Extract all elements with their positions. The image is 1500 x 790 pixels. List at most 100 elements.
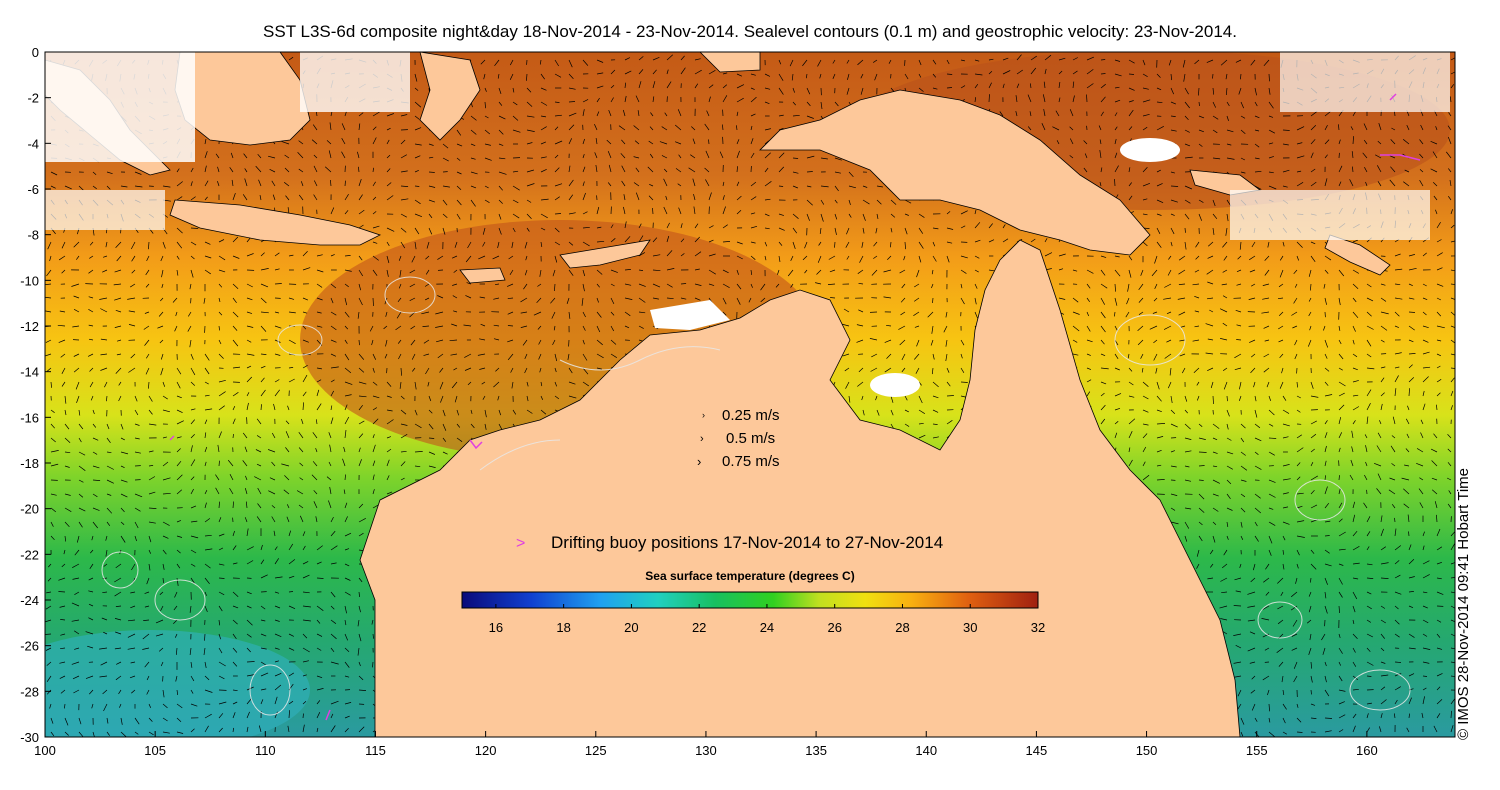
buoy-tracks [169, 93, 1421, 721]
velocity-arrow [1379, 420, 1382, 425]
velocity-arrow [218, 405, 225, 411]
velocity-arrow [64, 535, 67, 542]
velocity-arrow [1184, 521, 1190, 529]
velocity-arrow [568, 269, 574, 276]
velocity-arrow [932, 436, 939, 439]
velocity-arrow [884, 339, 892, 343]
velocity-arrow [623, 194, 626, 201]
velocity-arrow [190, 227, 199, 229]
velocity-arrow [386, 436, 392, 439]
velocity-arrow [232, 366, 241, 369]
velocity-arrow [330, 311, 337, 316]
velocity-arrow [704, 167, 710, 173]
velocity-arrow [1210, 563, 1214, 568]
velocity-arrow [204, 518, 211, 523]
velocity-arrow [904, 409, 909, 413]
velocity-arrow [610, 69, 616, 75]
velocity-arrow [1431, 477, 1438, 481]
velocity-arrow [64, 185, 72, 190]
velocity-arrow [848, 185, 856, 189]
velocity-arrow [312, 432, 318, 439]
velocity-arrow [288, 672, 294, 677]
velocity-arrow [694, 297, 701, 301]
velocity-arrow [1448, 490, 1452, 495]
velocity-arrow [1247, 619, 1256, 622]
velocity-arrow [386, 381, 392, 387]
velocity-arrow [498, 171, 507, 175]
velocity-arrow [134, 731, 139, 735]
velocity-arrow [899, 339, 906, 346]
velocity-arrow [1394, 517, 1396, 523]
velocity-arrow [267, 449, 276, 453]
velocity-arrow [736, 150, 740, 159]
velocity-arrow [1247, 647, 1256, 652]
velocity-arrow [344, 210, 349, 215]
velocity-arrow [1184, 241, 1187, 250]
velocity-arrow [1310, 420, 1317, 425]
velocity-arrow [537, 325, 542, 330]
velocity-arrow [1251, 675, 1256, 680]
velocity-arrow [918, 87, 924, 92]
velocity-arrow [1205, 352, 1214, 355]
velocity-arrow [1058, 57, 1066, 61]
velocity-arrow [582, 269, 586, 277]
velocity-arrow [344, 367, 352, 374]
velocity-arrow [358, 433, 364, 439]
velocity-arrow [175, 675, 178, 682]
velocity-arrow [1350, 126, 1354, 131]
velocity-arrow [1308, 311, 1312, 317]
velocity-arrow [103, 631, 108, 635]
velocity-arrow [1308, 297, 1312, 302]
velocity-arrow [358, 459, 362, 467]
velocity-arrow [1380, 366, 1386, 369]
velocity-arrow [385, 339, 388, 347]
velocity-arrow [218, 533, 225, 537]
velocity-arrow [1352, 420, 1356, 425]
velocity-arrow [59, 310, 66, 313]
velocity-arrow [1338, 563, 1344, 566]
velocity-arrow [1016, 69, 1023, 75]
velocity-arrow [1072, 339, 1078, 343]
velocity-arrow [931, 269, 934, 275]
velocity-arrow [88, 617, 94, 621]
velocity-arrow [246, 560, 254, 565]
velocity-arrow [1277, 605, 1284, 610]
velocity-arrow [479, 367, 486, 370]
velocity-arrow [1156, 464, 1162, 467]
velocity-arrow [1226, 395, 1228, 402]
velocity-arrow [1436, 591, 1444, 595]
velocity-arrow [316, 269, 324, 273]
velocity-arrow [102, 591, 108, 594]
velocity-arrow [116, 661, 122, 665]
velocity-arrow [288, 339, 296, 345]
velocity-arrow [463, 324, 472, 327]
velocity-arrow [218, 619, 221, 626]
velocity-arrow [1262, 297, 1270, 300]
cloud-patches [45, 52, 1450, 397]
velocity-arrow [1142, 409, 1149, 413]
velocity-arrow [88, 577, 94, 581]
velocity-arrow [736, 111, 739, 117]
velocity-arrow [666, 250, 673, 257]
velocity-arrow [274, 576, 283, 579]
velocity-arrow [190, 459, 196, 467]
velocity-arrow [1156, 213, 1162, 216]
velocity-arrow [509, 269, 514, 275]
velocity-arrow [540, 198, 549, 201]
cool-region [45, 630, 310, 737]
velocity-arrow [204, 591, 207, 596]
velocity-arrow [568, 194, 574, 201]
velocity-arrow [666, 283, 673, 288]
velocity-arrow [397, 339, 402, 344]
velocity-arrow [64, 731, 69, 736]
velocity-arrow [114, 647, 122, 650]
velocity-arrow [244, 488, 248, 495]
velocity-arrow [260, 574, 268, 579]
velocity-arrow [1170, 450, 1176, 453]
velocity-arrow [618, 125, 626, 131]
velocity-arrow [1278, 311, 1284, 317]
velocity-arrow [1196, 395, 1200, 401]
velocity-arrow [120, 493, 128, 498]
velocity-arrow [244, 517, 248, 523]
velocity-arrow [1279, 381, 1284, 389]
